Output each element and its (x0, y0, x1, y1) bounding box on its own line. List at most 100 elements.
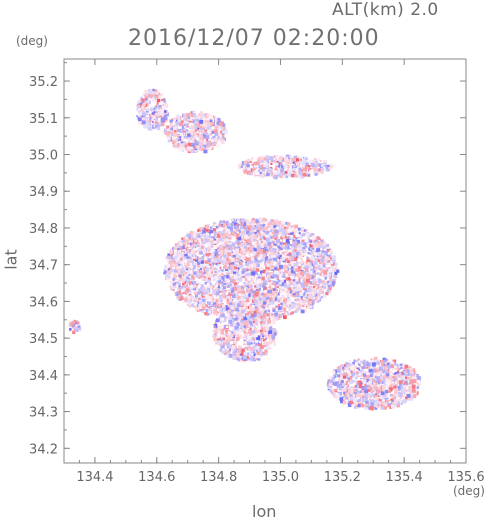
echo-pixel (235, 330, 238, 334)
echo-pixel (259, 242, 262, 245)
echo-pixel (270, 265, 275, 270)
echo-pixel (183, 287, 186, 291)
echo-pixel (265, 270, 269, 275)
echo-pixel (258, 297, 262, 301)
echo-pixel (319, 267, 322, 270)
echo-pixel (224, 313, 229, 317)
echo-pixel (253, 275, 256, 278)
echo-pixel (297, 294, 301, 297)
echo-pixel (245, 312, 249, 317)
echo-pixel (284, 301, 288, 305)
echo-pixel (261, 292, 265, 296)
echo-pixel (224, 308, 228, 312)
echo-pixel (298, 227, 301, 231)
echo-pixel (238, 315, 241, 319)
echo-pixel (168, 257, 172, 260)
echo-pixel (245, 230, 250, 235)
echo-pixel (258, 348, 262, 352)
echo-pixel (261, 273, 266, 277)
echo-pixel (175, 259, 179, 263)
echo-pixel (200, 236, 204, 240)
echo-pixel (282, 264, 287, 269)
echo-pixel (279, 244, 282, 248)
echo-region-southern-tail (212, 302, 278, 364)
echo-pixel (268, 300, 272, 304)
echo-pixel (233, 258, 236, 262)
echo-pixel (227, 234, 232, 239)
echo-pixel (238, 293, 242, 297)
echo-pixel (186, 252, 189, 256)
echo-pixel (298, 244, 303, 248)
echo-pixel (298, 280, 301, 283)
echo-pixel (251, 330, 256, 334)
echo-pixel (186, 279, 190, 282)
echo-pixel (241, 246, 245, 251)
echo-pixel (315, 245, 319, 248)
echo-pixel (229, 269, 233, 273)
echo-pixel (197, 240, 200, 243)
echo-pixel (229, 262, 233, 266)
echo-pixel (247, 238, 252, 243)
echo-pixel (265, 323, 268, 326)
echo-pixel (249, 341, 253, 345)
echo-pixel (238, 240, 243, 245)
echo-pixel (237, 262, 240, 266)
echo-pixel (171, 268, 174, 272)
echo-pixel (231, 230, 236, 235)
echo-pixel (247, 322, 250, 325)
echo-pixel (196, 283, 199, 286)
echo-pixel (190, 265, 194, 269)
echo-pixel (276, 316, 281, 320)
echo-pixel (226, 247, 229, 250)
echo-pixel (272, 308, 276, 312)
echo-pixel (246, 347, 250, 351)
echo-pixel (184, 253, 187, 257)
echo-pixel (164, 278, 167, 281)
echo-pixel (297, 309, 300, 312)
echo-pixel (322, 264, 326, 268)
echo-pixel (268, 330, 272, 334)
echo-pixel (259, 235, 263, 239)
echo-pixel (287, 273, 291, 277)
echo-pixel (263, 233, 266, 236)
echo-pixel (231, 306, 235, 310)
echo-pixel (291, 307, 294, 310)
echo-pixel (222, 328, 225, 331)
echo-pixel (180, 256, 184, 259)
echo-pixel (193, 259, 196, 262)
echo-pixel (253, 297, 257, 301)
echo-pixel (182, 281, 184, 284)
echo-pixel (172, 266, 174, 268)
echo-pixel (283, 299, 287, 303)
echo-pixel (288, 305, 292, 308)
echo-pixel (321, 280, 325, 284)
echo-pixel (272, 328, 277, 332)
echo-pixel (251, 337, 255, 341)
echo-pixel (286, 260, 290, 263)
echo-pixel (252, 313, 257, 317)
echo-pixel (213, 245, 217, 249)
echo-pixel (216, 243, 220, 247)
echo-pixel (244, 272, 247, 275)
echo-pixel (184, 279, 187, 282)
echo-pixel (224, 348, 228, 352)
echo-pixel (279, 283, 282, 287)
echo-pixel (232, 218, 235, 221)
echo-pixel (164, 264, 168, 268)
echo-pixel (292, 302, 295, 304)
echo-pixel (230, 278, 235, 283)
echo-pixel (243, 250, 246, 253)
echo-pixel (176, 247, 180, 251)
echo-pixel (280, 236, 284, 240)
echo-pixel (315, 299, 318, 301)
echo-pixel (220, 235, 223, 238)
echo-pixel (302, 239, 305, 242)
echo-pixel (322, 275, 325, 278)
echo-pixel (277, 306, 282, 311)
echo-pixel (201, 305, 205, 309)
echo-pixel (288, 307, 292, 311)
echo-pixel (272, 280, 276, 284)
echo-pixel (208, 296, 212, 300)
echo-pixel (277, 237, 280, 239)
echo-pixel (204, 312, 208, 316)
